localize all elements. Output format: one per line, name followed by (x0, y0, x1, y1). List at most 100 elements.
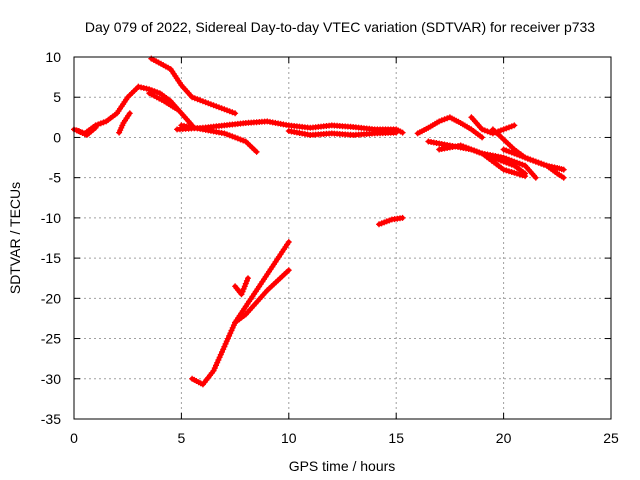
data-point (227, 330, 234, 337)
data-point (232, 134, 239, 141)
data-point (97, 120, 104, 127)
data-point (532, 158, 539, 165)
data-point (535, 159, 542, 166)
data-point (511, 169, 518, 176)
y-tick-label: -25 (41, 331, 61, 347)
data-point (126, 110, 133, 117)
data-point (216, 104, 222, 111)
series-track-13 (232, 275, 251, 298)
data-point (476, 149, 483, 156)
data-point (219, 349, 225, 355)
data-point (460, 143, 467, 150)
data-point (100, 119, 107, 126)
data-point (224, 335, 231, 342)
data-point (243, 277, 250, 284)
data-point (530, 157, 537, 164)
data-point (519, 161, 526, 168)
series-track-9 (285, 128, 400, 138)
y-axis-label: SDTVAR / TECUs (7, 182, 23, 294)
data-point (497, 127, 504, 134)
data-point (228, 327, 235, 334)
y-tick-labels: -35 -30 -25 -20 -15 -10 -5 0 5 10 (41, 49, 61, 427)
data-point (224, 131, 230, 138)
data-point (506, 156, 512, 163)
data-point (479, 126, 486, 133)
plot-frame (73, 56, 612, 420)
data-point (457, 142, 464, 149)
data-point (468, 146, 475, 153)
data-point (95, 121, 102, 128)
y-tick-label: -20 (41, 290, 61, 306)
data-point (516, 152, 523, 159)
series-track-19 (500, 146, 567, 181)
y-tick-label: -30 (41, 371, 61, 387)
data-point (242, 280, 249, 287)
data-point (484, 128, 491, 135)
data-point (224, 107, 230, 114)
data-point (207, 101, 214, 108)
y-tick-label: 5 (53, 89, 61, 105)
data-point (522, 154, 529, 161)
data-point (285, 239, 292, 245)
data-point (479, 134, 486, 141)
data-point (511, 158, 518, 165)
y-tick-label: -10 (41, 210, 61, 226)
y-tick-label: -5 (49, 170, 62, 186)
chart-title: Day 079 of 2022, Sidereal Day-to-day VTE… (85, 19, 595, 35)
data-point (471, 147, 478, 154)
data-point (194, 96, 201, 103)
data-point (226, 332, 233, 339)
data-point (527, 156, 534, 163)
data-point (229, 324, 236, 331)
data-point (514, 159, 520, 166)
data-point (506, 148, 512, 155)
data-point (199, 98, 206, 105)
data-point (215, 357, 222, 363)
data-point (226, 132, 233, 139)
data-point (234, 135, 241, 142)
data-point (438, 117, 445, 124)
data-point (506, 168, 512, 175)
series-trace (71, 84, 141, 136)
data-point (216, 354, 223, 361)
data-point (500, 166, 507, 173)
data-point (399, 214, 406, 221)
series-track-2 (75, 124, 99, 138)
data-point (92, 124, 99, 131)
data-point (516, 171, 523, 178)
y-tick-label: -35 (41, 411, 61, 427)
data-point (514, 151, 520, 158)
data-point (253, 148, 260, 155)
data-point (220, 346, 227, 353)
data-point (213, 103, 220, 110)
data-point (500, 126, 507, 133)
y-tick-label: 0 (53, 129, 61, 145)
data-point (500, 146, 507, 153)
x-tick-label: 5 (178, 430, 186, 446)
data-point (519, 153, 526, 160)
data-point (222, 340, 229, 347)
data-point (506, 124, 512, 131)
data-point (511, 150, 518, 157)
data-point (226, 108, 233, 115)
data-point (538, 160, 545, 167)
data-point (189, 94, 196, 101)
data-point (500, 154, 507, 161)
x-tick-label: 25 (603, 430, 619, 446)
series-track-3 (116, 110, 133, 136)
data-point (503, 147, 510, 154)
axis-ticks (73, 56, 612, 420)
data-point (487, 129, 494, 136)
data-point (202, 99, 209, 106)
series-track-1 (71, 83, 142, 137)
series-track-6 (146, 90, 181, 113)
data-point (245, 275, 251, 282)
data-point (174, 106, 181, 113)
series-track-11 (189, 239, 292, 388)
x-axis-label: GPS time / hours (289, 458, 396, 474)
x-tick-label: 10 (281, 430, 297, 446)
data-point (218, 105, 225, 112)
series-track-20 (457, 142, 539, 181)
x-tick-label: 15 (388, 430, 404, 446)
x-tick-labels: 0 5 10 15 20 25 (70, 430, 619, 446)
